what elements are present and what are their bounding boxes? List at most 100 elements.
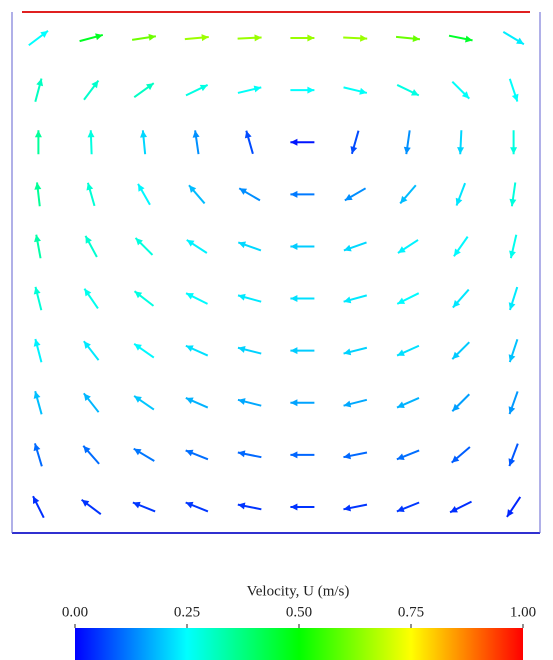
velocity-arrow: [83, 288, 99, 310]
arrow-head: [85, 235, 92, 244]
arrow-head: [350, 146, 358, 154]
velocity-arrow: [82, 445, 100, 465]
arrow-head: [185, 345, 194, 352]
arrow-head: [307, 86, 315, 94]
velocity-arrow: [453, 236, 469, 257]
colorbar-tick-label: 0.00: [62, 604, 88, 620]
arrow-head: [344, 193, 353, 201]
velocity-arrow: [185, 501, 209, 513]
arrow-head: [410, 89, 419, 96]
velocity-arrow: [237, 85, 262, 94]
velocity-arrow: [508, 391, 519, 415]
arrow-head: [508, 302, 516, 310]
arrow-head: [91, 80, 99, 89]
colorbar-tick-label: 0.25: [174, 604, 200, 620]
velocity-arrow: [238, 187, 261, 202]
arrow-head: [244, 130, 252, 139]
arrow-head: [140, 130, 148, 138]
arrow-head: [239, 188, 248, 195]
velocity-arrow: [28, 30, 49, 47]
arrow-head: [238, 241, 247, 249]
arrow-head: [461, 91, 470, 99]
arrow-head: [412, 35, 420, 43]
velocity-arrow: [508, 443, 519, 467]
arrow-head: [134, 395, 142, 403]
velocity-arrow: [132, 501, 156, 513]
velocity-arrow: [185, 397, 209, 409]
velocity-arrow: [290, 503, 315, 511]
arrow-head: [307, 34, 315, 42]
arrow-head: [83, 341, 91, 349]
velocity-arrow: [396, 449, 420, 461]
arrow-head: [290, 138, 298, 146]
velocity-arrow: [448, 34, 473, 43]
velocity-arrow: [508, 338, 519, 363]
velocity-arrow: [396, 292, 420, 305]
velocity-arrow: [452, 288, 470, 309]
arrow-head: [290, 347, 298, 355]
velocity-arrow: [237, 450, 262, 459]
arrow-head: [397, 297, 406, 304]
velocity-arrow: [131, 33, 157, 41]
velocity-arrow: [34, 130, 42, 155]
arrow-head: [508, 406, 516, 415]
velocity-arrow: [343, 34, 368, 42]
arrow-head: [400, 195, 408, 204]
arrow-head: [509, 198, 517, 207]
arrow-head: [188, 185, 197, 193]
colorbar: [75, 628, 523, 660]
arrow-head: [185, 501, 194, 509]
arrow-head: [452, 403, 460, 412]
velocity-arrow: [34, 182, 42, 207]
arrow-head: [40, 30, 48, 38]
velocity-arrow: [83, 340, 100, 361]
velocity-arrow: [449, 500, 472, 514]
arrow-head: [83, 445, 91, 454]
arrow-head: [34, 130, 42, 138]
arrow-head: [396, 505, 405, 513]
arrow-head: [238, 293, 246, 301]
velocity-arrow: [506, 496, 522, 518]
velocity-arrow: [185, 292, 208, 305]
arrow-head: [343, 348, 352, 356]
velocity-arrow: [237, 34, 262, 42]
velocity-arrow: [133, 395, 155, 411]
arrow-head: [290, 399, 298, 407]
arrow-head: [34, 234, 41, 243]
arrow-head: [509, 250, 516, 259]
arrow-head: [33, 286, 41, 295]
arrow-head: [343, 296, 352, 304]
arrow-head: [87, 130, 95, 138]
velocity-arrow: [396, 397, 420, 409]
arrow-head: [290, 503, 298, 511]
arrow-head: [343, 400, 352, 408]
velocity-arrow: [457, 130, 465, 155]
arrow-head: [508, 458, 516, 467]
arrow-head: [290, 295, 298, 303]
velocity-arrow: [451, 393, 470, 412]
arrow-head: [396, 453, 405, 460]
arrow-head: [95, 33, 103, 41]
arrow-head: [33, 443, 41, 452]
arrow-head: [34, 182, 42, 190]
velocity-arrow: [343, 398, 368, 408]
velocity-arrow: [350, 130, 360, 155]
velocity-arrow: [455, 182, 467, 206]
arrow-head: [237, 502, 246, 510]
velocity-arrow: [290, 347, 315, 355]
velocity-arrow: [34, 234, 42, 259]
velocity-arrow: [237, 502, 262, 511]
velocity-arrow: [396, 501, 420, 513]
velocity-arrow: [395, 35, 421, 43]
arrow-head: [199, 84, 208, 92]
arrow-head: [146, 83, 154, 91]
arrow-head: [86, 182, 94, 191]
velocity-arrow: [237, 398, 262, 407]
arrow-head: [510, 147, 518, 155]
arrow-head: [253, 85, 262, 93]
velocity-arrow: [33, 286, 43, 311]
arrow-head: [133, 448, 142, 456]
velocity-arrow: [502, 31, 525, 46]
velocity-arrow: [343, 294, 368, 304]
